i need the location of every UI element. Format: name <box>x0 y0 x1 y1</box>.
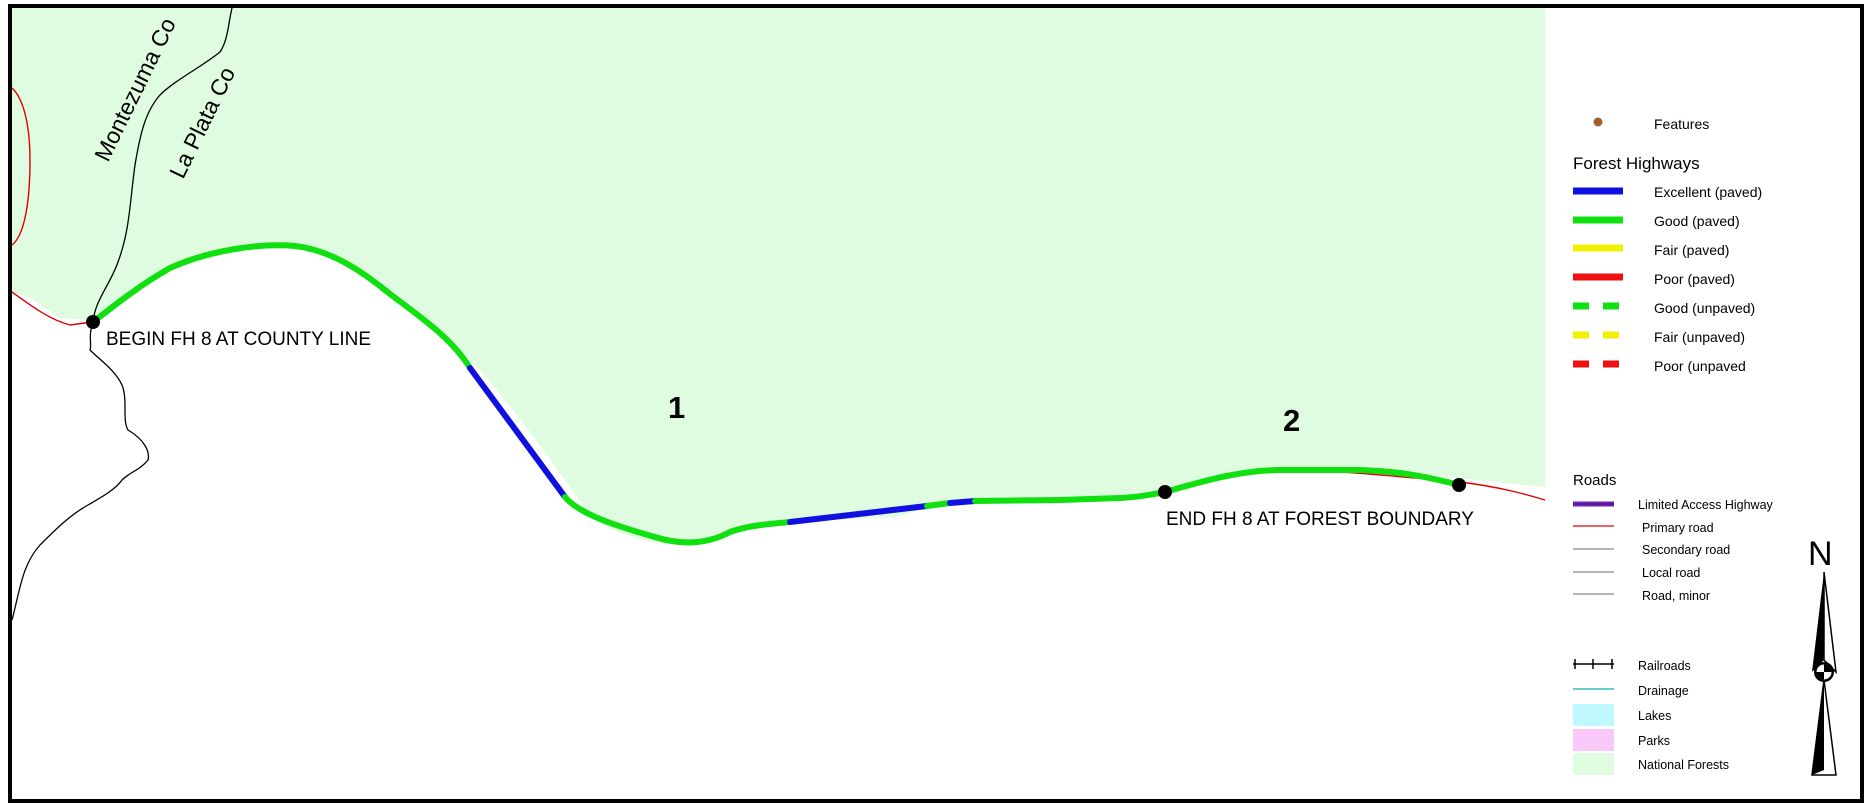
legend-forest-highway-items: Excellent (paved) Good (paved) Fair (pav… <box>1573 184 1762 374</box>
legend-road-item-label: Local road <box>1642 566 1700 580</box>
begin-point <box>86 315 100 329</box>
route-segment-good <box>1162 467 1463 495</box>
end-label: END FH 8 AT FOREST BOUNDARY <box>1166 509 1474 530</box>
legend-forest-highways-title: Forest Highways <box>1573 154 1700 173</box>
legend-fh-item-label: Excellent (paved) <box>1654 184 1762 200</box>
segment-label-2: 2 <box>1283 403 1300 438</box>
route-segment-good <box>90 242 473 371</box>
national-forest-area <box>12 8 1545 546</box>
segment-label-1: 1 <box>668 390 685 425</box>
legend: Features Forest Highways Excellent (pave… <box>1573 116 1774 775</box>
legend-other-item-label: National Forests <box>1638 758 1729 772</box>
feature-point-symbol <box>1593 117 1603 127</box>
legend-roads-title: Roads <box>1573 472 1616 489</box>
national-forests-swatch <box>1573 753 1614 775</box>
north-arrow-icon <box>1811 571 1838 776</box>
route-segment-good <box>562 494 793 546</box>
legend-other-item-label: Drainage <box>1638 684 1689 698</box>
map-frame <box>8 4 1864 803</box>
end-point <box>1452 478 1466 492</box>
legend-features-label: Features <box>1654 116 1709 132</box>
forest-highway-route <box>90 242 1463 546</box>
legend-other-item-label: Parks <box>1638 734 1670 748</box>
primary-road-west-2 <box>11 291 93 326</box>
route-segment-excellent <box>467 365 568 500</box>
route-segment-excellent <box>947 498 978 506</box>
north-arrow-label: N <box>1808 535 1833 573</box>
legend-road-item-label: Primary road <box>1642 521 1714 535</box>
route-segment-excellent <box>787 503 930 525</box>
north-arrow: N <box>1808 535 1838 776</box>
legend-fh-item-label: Poor (unpaved <box>1654 358 1746 374</box>
legend-fh-item-label: Good (unpaved) <box>1654 300 1755 316</box>
legend-road-item-label: Secondary road <box>1642 543 1730 557</box>
legend-other-item-label: Railroads <box>1638 659 1691 673</box>
route-segment-good <box>924 500 953 509</box>
legend-fh-item-label: Fair (unpaved) <box>1654 329 1745 345</box>
begin-label: BEGIN FH 8 AT COUNTY LINE <box>106 329 371 350</box>
legend-fh-item-label: Good (paved) <box>1654 213 1740 229</box>
segment-break-point <box>1158 485 1172 499</box>
railroad-symbol <box>1573 659 1614 669</box>
legend-road-item-label: Road, minor <box>1642 589 1710 603</box>
legend-fh-item-label: Fair (paved) <box>1654 242 1729 258</box>
county-line <box>11 7 233 621</box>
legend-fh-item-label: Poor (paved) <box>1654 271 1735 287</box>
lakes-swatch <box>1573 704 1614 726</box>
parks-swatch <box>1573 729 1614 751</box>
primary-road-west <box>11 87 31 246</box>
legend-road-items: Limited Access Highway Primary road Seco… <box>1573 498 1774 603</box>
legend-other-items: Railroads Drainage Lakes Parks National … <box>1573 659 1729 775</box>
legend-other-item-label: Lakes <box>1638 709 1671 723</box>
legend-road-item-label: Limited Access Highway <box>1638 498 1774 512</box>
